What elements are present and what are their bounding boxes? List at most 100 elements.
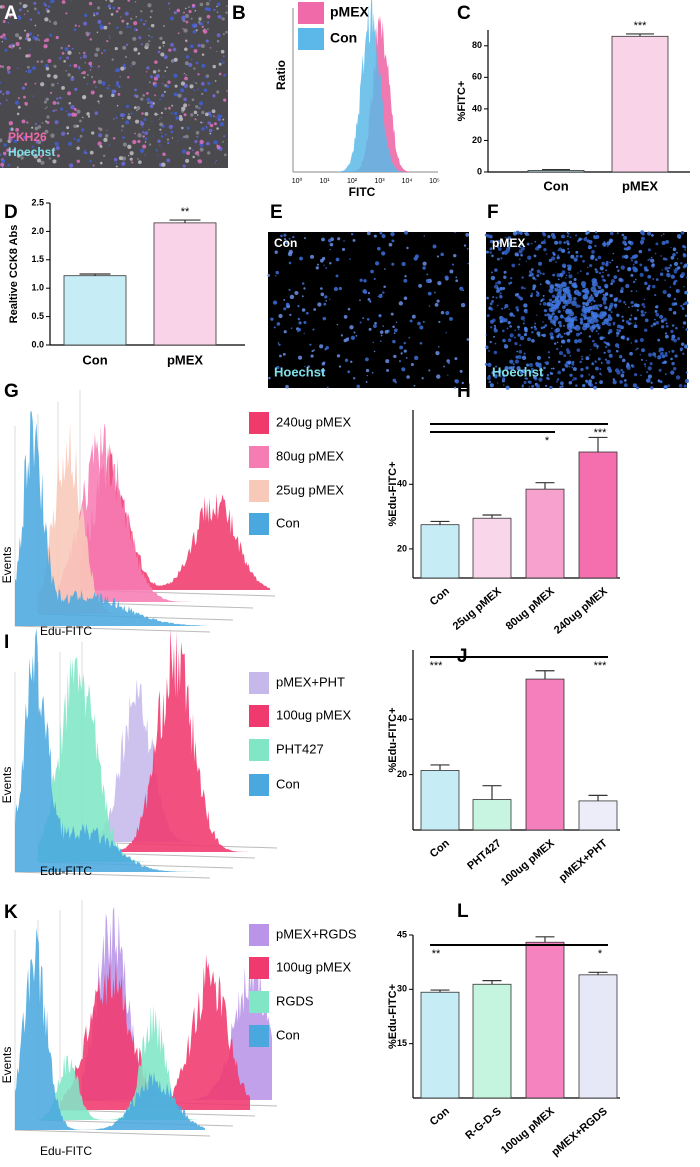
cell — [276, 322, 281, 326]
x-tick-label: pMEX — [167, 352, 203, 367]
cell — [148, 40, 151, 43]
cell — [508, 246, 511, 249]
cell — [216, 90, 220, 94]
legend-swatch — [249, 957, 269, 979]
cell — [593, 235, 597, 240]
cell — [226, 90, 228, 92]
cell — [461, 381, 464, 385]
cell — [607, 366, 611, 371]
cell — [575, 304, 580, 308]
cell — [299, 256, 303, 261]
cell — [485, 235, 487, 237]
cell — [181, 106, 186, 111]
cell — [509, 276, 513, 280]
cell — [650, 256, 653, 259]
cell — [321, 362, 325, 366]
x-tick-label: 240ug pMEX — [552, 585, 610, 637]
cell — [321, 237, 325, 242]
cell — [467, 262, 470, 265]
cell — [679, 347, 684, 351]
cell — [585, 356, 590, 361]
cell — [338, 286, 342, 291]
cell — [620, 368, 623, 372]
cell — [161, 162, 166, 167]
cell — [183, 72, 185, 75]
cell — [88, 61, 93, 66]
cell — [367, 291, 371, 295]
cell — [435, 351, 440, 356]
cell — [428, 305, 431, 307]
cell — [373, 350, 376, 353]
cell — [588, 295, 595, 302]
cell — [495, 365, 498, 368]
cell — [560, 339, 565, 344]
cell — [578, 238, 581, 241]
cell — [68, 101, 72, 105]
cell — [571, 379, 574, 382]
cell — [195, 29, 198, 32]
cell — [200, 43, 205, 49]
cell — [449, 316, 453, 321]
cell — [216, 127, 219, 130]
y-axis-label: Events — [0, 1047, 14, 1084]
cell — [194, 9, 197, 12]
cell — [146, 97, 151, 102]
cell — [184, 61, 189, 66]
cell — [303, 332, 305, 334]
cell — [173, 57, 178, 62]
cell — [621, 358, 626, 363]
cell — [129, 26, 132, 29]
cell — [601, 261, 606, 266]
cell — [31, 151, 35, 154]
significance: *** — [430, 660, 444, 672]
cell — [548, 356, 551, 359]
cell — [406, 375, 410, 379]
cell — [390, 231, 395, 237]
cell — [205, 112, 209, 117]
cell — [24, 37, 28, 40]
cell — [126, 22, 129, 25]
cell — [170, 59, 175, 63]
cell — [438, 346, 440, 348]
cell — [497, 247, 502, 251]
cell — [553, 342, 557, 345]
significance: * — [598, 948, 603, 960]
cell — [426, 273, 429, 276]
cell — [534, 327, 538, 331]
cell — [630, 314, 633, 317]
cell — [186, 126, 190, 130]
cell — [576, 348, 581, 352]
cell — [97, 79, 103, 84]
cell — [519, 246, 522, 249]
cell — [523, 380, 527, 385]
cell — [37, 10, 40, 14]
cell — [547, 351, 551, 354]
image-label: Hoechst — [8, 145, 55, 159]
cell — [542, 294, 545, 297]
cell — [61, 51, 65, 55]
cell — [115, 116, 118, 119]
cell — [59, 96, 62, 100]
cell — [64, 47, 69, 52]
cell — [40, 139, 44, 142]
cell — [509, 333, 514, 338]
cell — [610, 311, 613, 314]
cell — [183, 28, 188, 33]
cell — [508, 283, 511, 286]
cell — [550, 367, 553, 370]
cell — [579, 360, 582, 364]
cell — [433, 291, 436, 294]
cell — [84, 13, 88, 17]
cell — [634, 260, 638, 264]
cell — [132, 139, 137, 145]
cell — [661, 269, 663, 271]
cell — [523, 352, 526, 355]
cell — [56, 101, 60, 105]
cell — [519, 344, 522, 347]
cell — [21, 119, 26, 124]
cell — [508, 308, 510, 310]
cell — [664, 279, 666, 281]
cell — [589, 325, 595, 331]
cell — [625, 283, 630, 289]
